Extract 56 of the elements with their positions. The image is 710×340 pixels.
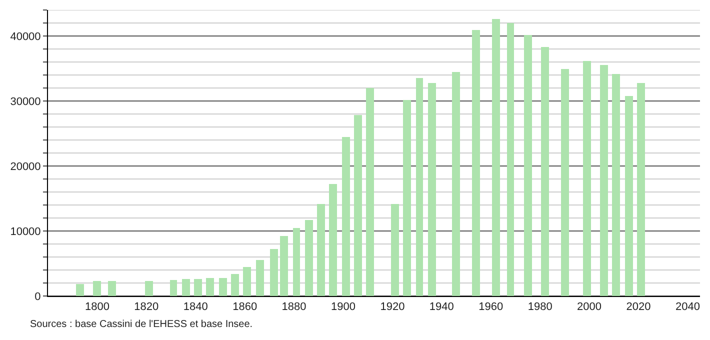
- bar: [428, 83, 436, 296]
- bar: [541, 47, 549, 296]
- x-tick-label: 1940: [429, 301, 454, 314]
- bar: [76, 284, 84, 296]
- bar: [293, 228, 300, 296]
- bar: [507, 23, 514, 296]
- bar: [329, 184, 337, 296]
- bar: [612, 74, 620, 296]
- x-tick-label: 1880: [282, 301, 306, 314]
- bar: [280, 236, 288, 296]
- bar: [93, 281, 101, 296]
- bar: [583, 61, 591, 296]
- x-tick-label: 2000: [577, 301, 602, 314]
- bar: [108, 281, 116, 296]
- x-tick-label: 1980: [528, 301, 552, 314]
- bar: [403, 100, 411, 296]
- bar: [391, 204, 399, 296]
- bar: [366, 88, 374, 296]
- bar: [524, 35, 532, 296]
- bar: [243, 267, 251, 296]
- x-tick-label: 1800: [84, 301, 110, 314]
- x-tick-label: 1900: [331, 301, 356, 314]
- bar: [182, 279, 190, 296]
- x-tick-label: 2040: [675, 301, 700, 314]
- bar: [416, 78, 423, 296]
- bar: [270, 249, 278, 296]
- x-tick-label: 1920: [380, 301, 405, 314]
- bar: [170, 280, 177, 296]
- y-tick-label: 40000: [10, 30, 41, 43]
- y-tick-label: 0: [34, 290, 41, 303]
- source-note: Sources : base Cassini de l'EHESS et base Insee.: [30, 319, 253, 330]
- bar: [637, 83, 645, 296]
- x-tick-label: 1860: [232, 301, 258, 314]
- bar: [342, 137, 350, 296]
- bar: [231, 274, 239, 296]
- bar: [354, 115, 362, 296]
- bar: [219, 278, 227, 296]
- bar: [145, 281, 153, 296]
- x-tick-label: 1840: [183, 301, 208, 314]
- bar: [472, 30, 480, 296]
- x-tick-label: 2020: [626, 301, 651, 314]
- y-tick-label: 30000: [10, 96, 41, 108]
- bar: [194, 279, 202, 296]
- bar: [305, 220, 313, 296]
- x-tick-label: 1820: [134, 301, 159, 314]
- bar: [206, 278, 214, 296]
- bar: [625, 96, 633, 296]
- y-tick-label: 10000: [10, 226, 41, 238]
- bar: [600, 65, 608, 296]
- bar: [317, 204, 325, 296]
- bar: [492, 19, 500, 296]
- x-tick-label: 1960: [478, 301, 504, 314]
- bar: [452, 72, 460, 296]
- y-tick-label: 20000: [10, 160, 41, 173]
- bar: [256, 260, 264, 296]
- bar: [561, 69, 569, 296]
